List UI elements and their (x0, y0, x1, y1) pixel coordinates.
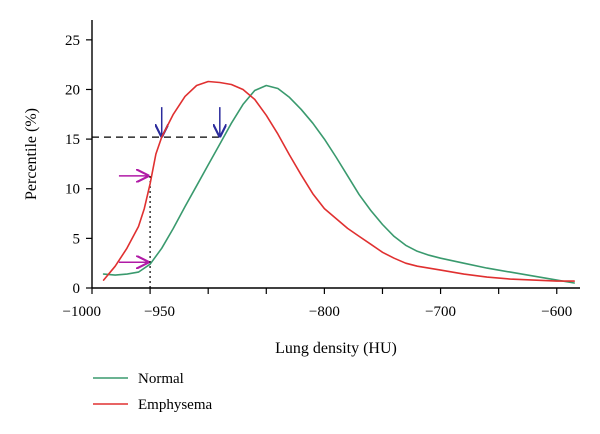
x-tick-label: −1000 (63, 304, 101, 320)
y-tick-label: 10 (65, 182, 80, 198)
y-tick-label: 15 (65, 132, 80, 148)
series-layer (102, 80, 576, 284)
y-tick-label: 20 (65, 82, 80, 98)
x-ticks: −1000 −950 −800 −700 −600 (63, 288, 572, 320)
x-axis-label: Lung density (HU) (275, 340, 397, 357)
x-tick-label: −600 (541, 304, 572, 320)
x-tick-label: −700 (425, 304, 456, 320)
series-line-normal (102, 84, 576, 284)
y-tick-label: 0 (73, 281, 81, 297)
y-ticks: 0 5 10 15 20 25 (65, 33, 92, 297)
y-axis-label: Percentile (%) (23, 108, 40, 200)
y-tick-label: 5 (73, 231, 81, 247)
x-tick-label: −950 (144, 304, 175, 320)
series-line-emphysema (102, 80, 576, 282)
legend: Normal Emphysema (93, 371, 212, 413)
annotations (92, 107, 220, 288)
legend-label-normal: Normal (138, 371, 184, 387)
legend-label-emphysema: Emphysema (138, 397, 212, 413)
x-tick-label: −800 (309, 304, 340, 320)
y-tick-label: 25 (65, 33, 80, 49)
